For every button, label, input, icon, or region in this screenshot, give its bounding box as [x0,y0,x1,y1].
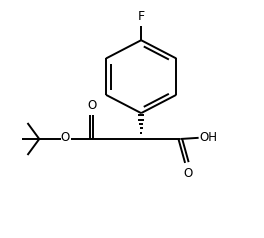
Text: O: O [61,131,70,144]
Text: O: O [87,99,96,112]
Text: O: O [183,167,193,180]
Text: OH: OH [199,131,217,144]
Text: F: F [138,10,145,23]
